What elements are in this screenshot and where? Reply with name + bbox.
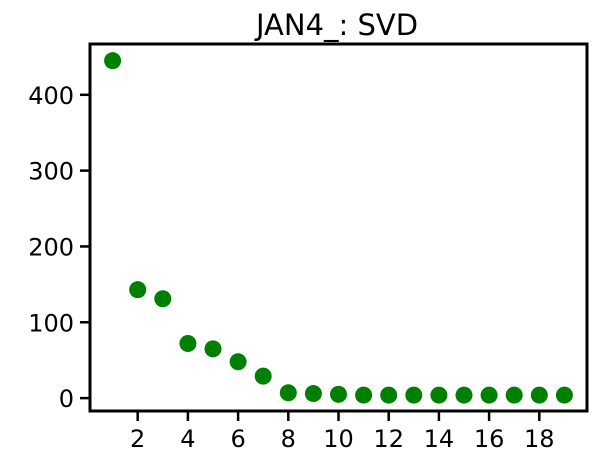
data-point <box>505 386 523 404</box>
x-tick-label: 16 <box>474 425 505 453</box>
x-tick-label: 14 <box>424 425 455 453</box>
plot-frame <box>88 42 589 413</box>
x-tick-label: 18 <box>524 425 555 453</box>
data-point <box>555 386 573 404</box>
x-axis-ticks: 2 4 6 8 10 12 14 16 18 <box>130 411 555 453</box>
data-points <box>104 52 573 404</box>
data-point <box>204 340 222 358</box>
data-point <box>530 386 548 404</box>
x-tick-label: 6 <box>230 425 245 453</box>
x-tick-label: 4 <box>180 425 195 453</box>
data-point <box>380 386 398 404</box>
data-point <box>430 386 448 404</box>
x-tick-label: 10 <box>323 425 354 453</box>
data-point <box>304 385 322 403</box>
data-point <box>455 386 473 404</box>
data-point <box>405 386 423 404</box>
data-point <box>229 353 247 371</box>
data-point <box>254 367 272 385</box>
y-tick-label: 100 <box>28 309 74 337</box>
data-point <box>104 52 122 70</box>
y-tick-label: 300 <box>28 158 74 186</box>
y-tick-label: 400 <box>28 82 74 110</box>
y-tick-label: 200 <box>28 233 74 261</box>
data-point <box>279 384 297 402</box>
data-point <box>330 385 347 403</box>
data-point <box>154 290 172 308</box>
y-tick-label: 0 <box>59 385 74 413</box>
chart-title: JAN4_: SVD <box>254 8 418 42</box>
y-axis-ticks: 0 100 200 300 400 <box>28 82 90 413</box>
data-point <box>179 335 197 353</box>
data-point <box>129 281 147 299</box>
x-tick-label: 8 <box>281 425 296 453</box>
x-tick-label: 12 <box>373 425 404 453</box>
data-point <box>480 386 498 404</box>
data-point <box>355 386 373 404</box>
x-tick-label: 2 <box>130 425 145 453</box>
